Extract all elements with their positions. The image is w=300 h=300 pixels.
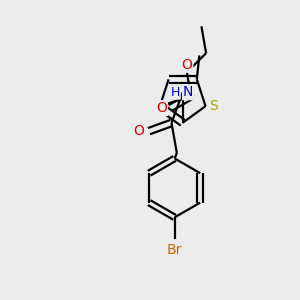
Text: O: O xyxy=(182,58,192,72)
Text: O: O xyxy=(156,101,167,115)
Text: N: N xyxy=(183,85,194,99)
Text: H: H xyxy=(170,86,180,99)
Text: Br: Br xyxy=(167,243,182,257)
Text: O: O xyxy=(134,124,145,138)
Text: S: S xyxy=(209,99,218,113)
